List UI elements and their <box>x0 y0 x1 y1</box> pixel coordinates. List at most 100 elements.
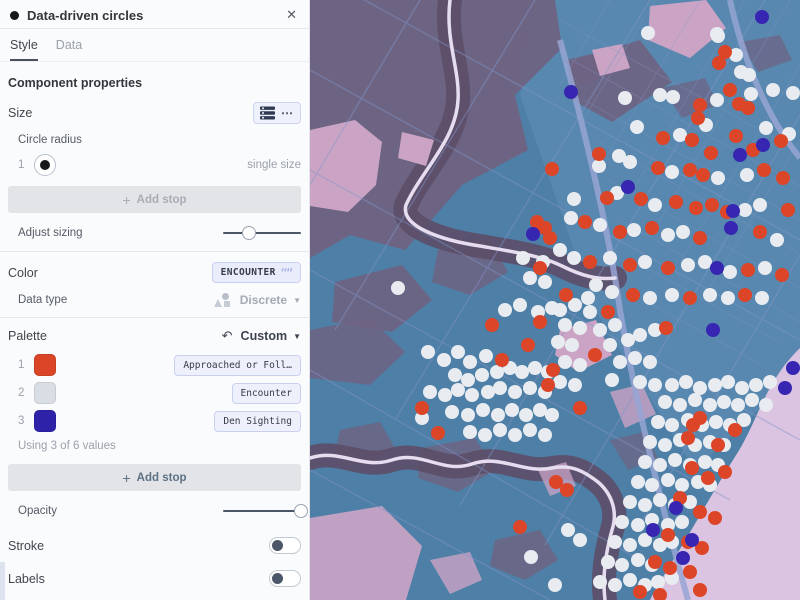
map-data-point[interactable] <box>643 435 657 449</box>
map-data-point[interactable] <box>553 375 567 389</box>
map-data-point[interactable] <box>710 93 724 107</box>
map-data-point[interactable] <box>515 365 529 379</box>
map-data-point[interactable] <box>658 395 672 409</box>
map-data-point[interactable] <box>661 473 675 487</box>
map-data-point[interactable] <box>688 393 702 407</box>
map-data-point[interactable] <box>541 378 555 392</box>
map-data-point[interactable] <box>528 361 542 375</box>
map-data-point[interactable] <box>600 191 614 205</box>
map-data-point[interactable] <box>559 288 573 302</box>
map-data-point[interactable] <box>451 345 465 359</box>
palette-swatch-2[interactable] <box>34 382 56 404</box>
map-data-point[interactable] <box>708 511 722 525</box>
map-data-point[interactable] <box>686 418 700 432</box>
map-data-point[interactable] <box>733 148 747 162</box>
map-data-point[interactable] <box>753 225 767 239</box>
map-data-point[interactable] <box>621 180 635 194</box>
map-data-point[interactable] <box>593 218 607 232</box>
map-data-point[interactable] <box>588 348 602 362</box>
map-data-point[interactable] <box>476 403 490 417</box>
map-data-point[interactable] <box>573 321 587 335</box>
map-data-point[interactable] <box>613 225 627 239</box>
map-data-point[interactable] <box>553 303 567 317</box>
map-data-point[interactable] <box>498 303 512 317</box>
circle-radius-stop-button[interactable] <box>34 154 56 176</box>
map-data-point[interactable] <box>653 458 667 472</box>
map-data-point[interactable] <box>558 355 572 369</box>
map-data-point[interactable] <box>573 533 587 547</box>
map-data-point[interactable] <box>415 411 429 425</box>
map-data-point[interactable] <box>742 68 756 82</box>
map-data-point[interactable] <box>605 285 619 299</box>
map-data-point[interactable] <box>593 575 607 589</box>
map-data-point[interactable] <box>475 368 489 382</box>
map-data-point[interactable] <box>631 518 645 532</box>
map-data-point[interactable] <box>693 381 707 395</box>
map-data-point[interactable] <box>623 155 637 169</box>
map-data-point[interactable] <box>463 425 477 439</box>
map-data-point[interactable] <box>656 131 670 145</box>
map-data-point[interactable] <box>613 355 627 369</box>
map-data-point[interactable] <box>608 535 622 549</box>
map-data-point[interactable] <box>565 338 579 352</box>
map-data-point[interactable] <box>691 111 705 125</box>
map-data-point[interactable] <box>741 101 755 115</box>
map-data-point[interactable] <box>758 261 772 275</box>
map-data-point[interactable] <box>712 56 726 70</box>
map-data-point[interactable] <box>759 398 773 412</box>
map-data-point[interactable] <box>689 201 703 215</box>
map-data-point[interactable] <box>665 288 679 302</box>
map-data-point[interactable] <box>693 231 707 245</box>
map-data-point[interactable] <box>592 147 606 161</box>
map-data-point[interactable] <box>603 251 617 265</box>
map-data-point[interactable] <box>665 418 679 432</box>
map-data-point[interactable] <box>661 261 675 275</box>
scrollbar-hint[interactable] <box>0 562 5 600</box>
map-data-point[interactable] <box>553 243 567 257</box>
map-data-point[interactable] <box>618 91 632 105</box>
map-data-point[interactable] <box>679 375 693 389</box>
map-data-point[interactable] <box>573 358 587 372</box>
map-data-point[interactable] <box>749 378 763 392</box>
map-data-point[interactable] <box>521 338 535 352</box>
map-data-point[interactable] <box>661 528 675 542</box>
map-data-point[interactable] <box>721 291 735 305</box>
map-data-point[interactable] <box>718 45 732 59</box>
map-data-point[interactable] <box>627 223 641 237</box>
map-data-point[interactable] <box>695 541 709 555</box>
map-data-point[interactable] <box>548 578 562 592</box>
map-data-point[interactable] <box>698 255 712 269</box>
map-data-point[interactable] <box>728 423 742 437</box>
map-data-point[interactable] <box>703 288 717 302</box>
size-options-button[interactable]: ⋯ <box>253 102 301 124</box>
map-data-point[interactable] <box>583 255 597 269</box>
map-data-point[interactable] <box>781 203 795 217</box>
map-data-point[interactable] <box>683 163 697 177</box>
map-data-point[interactable] <box>623 258 637 272</box>
map-data-point[interactable] <box>593 323 607 337</box>
map-data-point[interactable] <box>721 375 735 389</box>
map-data-point[interactable] <box>583 305 597 319</box>
map-data-point[interactable] <box>659 321 673 335</box>
map-data-point[interactable] <box>567 192 581 206</box>
map-data-point[interactable] <box>683 291 697 305</box>
map-data-point[interactable] <box>551 335 565 349</box>
map-data-point[interactable] <box>701 471 715 485</box>
map-data-point[interactable] <box>676 551 690 565</box>
map-data-point[interactable] <box>516 251 530 265</box>
map-data-point[interactable] <box>463 355 477 369</box>
opacity-slider[interactable] <box>223 503 308 519</box>
map-data-point[interactable] <box>744 87 758 101</box>
tab-style[interactable]: Style <box>10 38 38 61</box>
map-data-point[interactable] <box>641 26 655 40</box>
map-data-point[interactable] <box>438 388 452 402</box>
map-data-point[interactable] <box>478 428 492 442</box>
map-data-point[interactable] <box>638 498 652 512</box>
palette-swatch-3[interactable] <box>34 410 56 432</box>
map-data-point[interactable] <box>508 385 522 399</box>
map-data-point[interactable] <box>638 533 652 547</box>
map-data-point[interactable] <box>538 275 552 289</box>
map-data-point[interactable] <box>693 505 707 519</box>
map-data-point[interactable] <box>630 120 644 134</box>
map-data-point[interactable] <box>710 261 724 275</box>
